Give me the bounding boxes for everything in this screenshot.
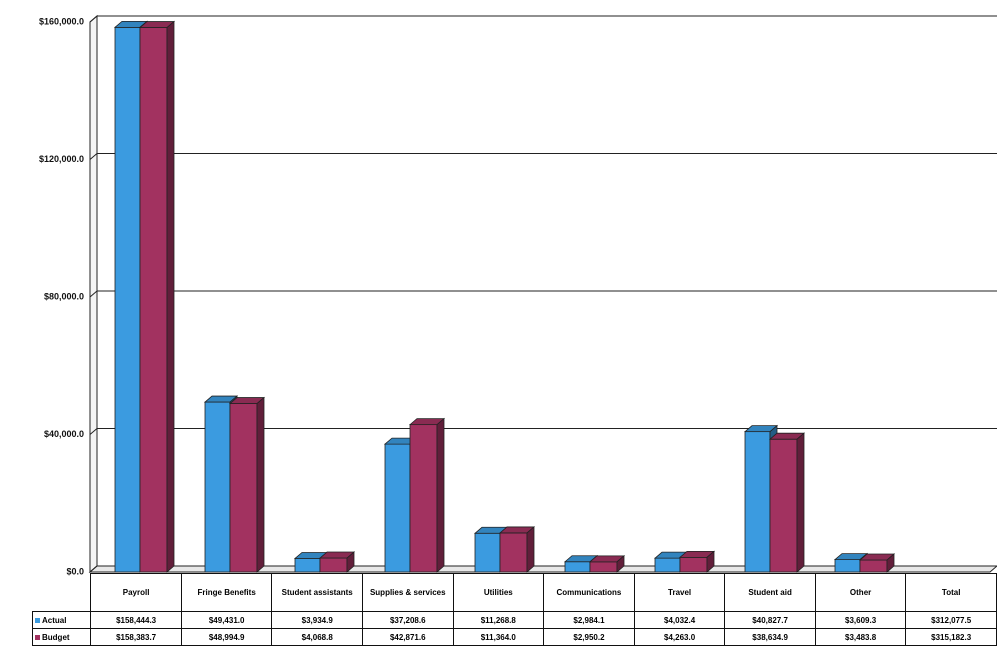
- grid-line-segment: [89, 428, 98, 435]
- bar-front: [834, 559, 861, 573]
- category-label: Student assistants: [271, 573, 363, 612]
- value-label: $158,383.7: [90, 628, 182, 646]
- legend-key: [35, 617, 40, 623]
- value-label: $2,984.1: [543, 611, 635, 629]
- value-label: $11,364.0: [452, 628, 545, 646]
- legend-entry: Budget: [31, 628, 92, 646]
- value-label: $4,263.0: [633, 628, 726, 646]
- bar-front: [654, 557, 681, 573]
- bar-front: [859, 559, 888, 573]
- bar: [858, 553, 896, 573]
- value-label: $158,444.3: [90, 611, 182, 629]
- legend-key: [35, 634, 40, 640]
- bar-side: [436, 417, 445, 573]
- data-table: Payroll Fringe Benefits Student assistants…: [31, 573, 997, 646]
- value-label: $3,483.8: [814, 628, 907, 646]
- bar-side: [706, 550, 715, 573]
- bar: [138, 20, 176, 573]
- y-tick-label: $0.0: [66, 566, 84, 576]
- bar-front: [564, 561, 591, 573]
- category-row: Payroll Fringe Benefits Student assistants…: [33, 573, 997, 612]
- bar-front: [679, 556, 708, 573]
- bar-front: [474, 532, 501, 573]
- value-label: $38,634.9: [724, 628, 816, 646]
- series-row: Actual $158,444.3 $49,431.0 $3,934.9 $37,208…: [31, 611, 997, 629]
- bar-front: [294, 558, 321, 573]
- grid-line: [89, 153, 997, 160]
- value-label: $48,994.9: [180, 628, 273, 646]
- y-tick-label: $80,000.0: [44, 291, 84, 301]
- category-label: Fringe Benefits: [180, 573, 273, 612]
- bar: [408, 417, 446, 573]
- bar-side: [346, 551, 355, 573]
- bar-front: [409, 424, 438, 573]
- y-tick-label: $40,000.0: [44, 429, 84, 439]
- bar: [318, 551, 356, 573]
- value-label: $4,068.8: [271, 628, 363, 646]
- value-label: $4,032.4: [633, 611, 726, 629]
- category-label: Total: [905, 573, 997, 612]
- bar: [678, 550, 716, 573]
- category-label: Utilities: [452, 573, 545, 612]
- value-label: $3,609.3: [814, 611, 907, 629]
- series-row: Budget $158,383.7 $48,994.9 $4,068.8 $42,871…: [31, 628, 997, 646]
- bar-front: [384, 443, 411, 573]
- bar: [768, 432, 806, 573]
- bar: [498, 526, 536, 573]
- value-label: $40,827.7: [724, 611, 816, 629]
- category-label: Supplies & services: [361, 573, 454, 612]
- grid-line-segment: [89, 15, 98, 23]
- category-label: Communications: [543, 573, 635, 612]
- grid-line-segment: [89, 290, 98, 298]
- value-label: $42,871.6: [361, 628, 454, 646]
- legend-label: Budget: [42, 632, 70, 642]
- value-label: $49,431.0: [180, 611, 273, 629]
- corner-cell: [33, 574, 91, 612]
- bar-front: [139, 27, 168, 573]
- bar-side: [166, 20, 175, 573]
- bar-front: [204, 401, 231, 573]
- y-tick-label: $160,000.0: [39, 16, 84, 26]
- value-label: $2,950.2: [543, 628, 635, 646]
- y-tick-label: $120,000.0: [39, 154, 84, 164]
- category-label: Other: [814, 573, 907, 612]
- category-label: Payroll: [90, 573, 182, 612]
- bar-side: [256, 396, 265, 573]
- bar-front: [114, 26, 141, 573]
- value-label: $11,268.8: [452, 611, 545, 629]
- bar: [228, 396, 266, 573]
- bar-front: [319, 557, 348, 573]
- bar-front: [744, 431, 771, 573]
- value-label: $37,208.6: [361, 611, 454, 629]
- bar-side: [616, 554, 625, 573]
- bar-front: [589, 561, 618, 573]
- bar-front: [769, 438, 798, 573]
- legend-entry: Actual: [31, 611, 92, 629]
- bar: [588, 554, 626, 573]
- grid-line: [89, 290, 997, 298]
- category-label: Travel: [633, 573, 726, 612]
- value-label: $315,182.3: [905, 628, 997, 646]
- bar-side: [526, 526, 535, 573]
- grid-line: [89, 15, 997, 23]
- grid-line-segment: [89, 565, 98, 573]
- category-label: Student aid: [724, 573, 816, 612]
- bar-side: [796, 432, 805, 573]
- bar-front: [229, 403, 258, 573]
- bar-side: [886, 553, 895, 573]
- legend-label: Actual: [42, 615, 67, 625]
- value-label: $3,934.9: [271, 611, 363, 629]
- bar-front: [499, 532, 528, 573]
- value-label: $312,077.5: [905, 611, 997, 629]
- grid-line-segment: [89, 153, 98, 160]
